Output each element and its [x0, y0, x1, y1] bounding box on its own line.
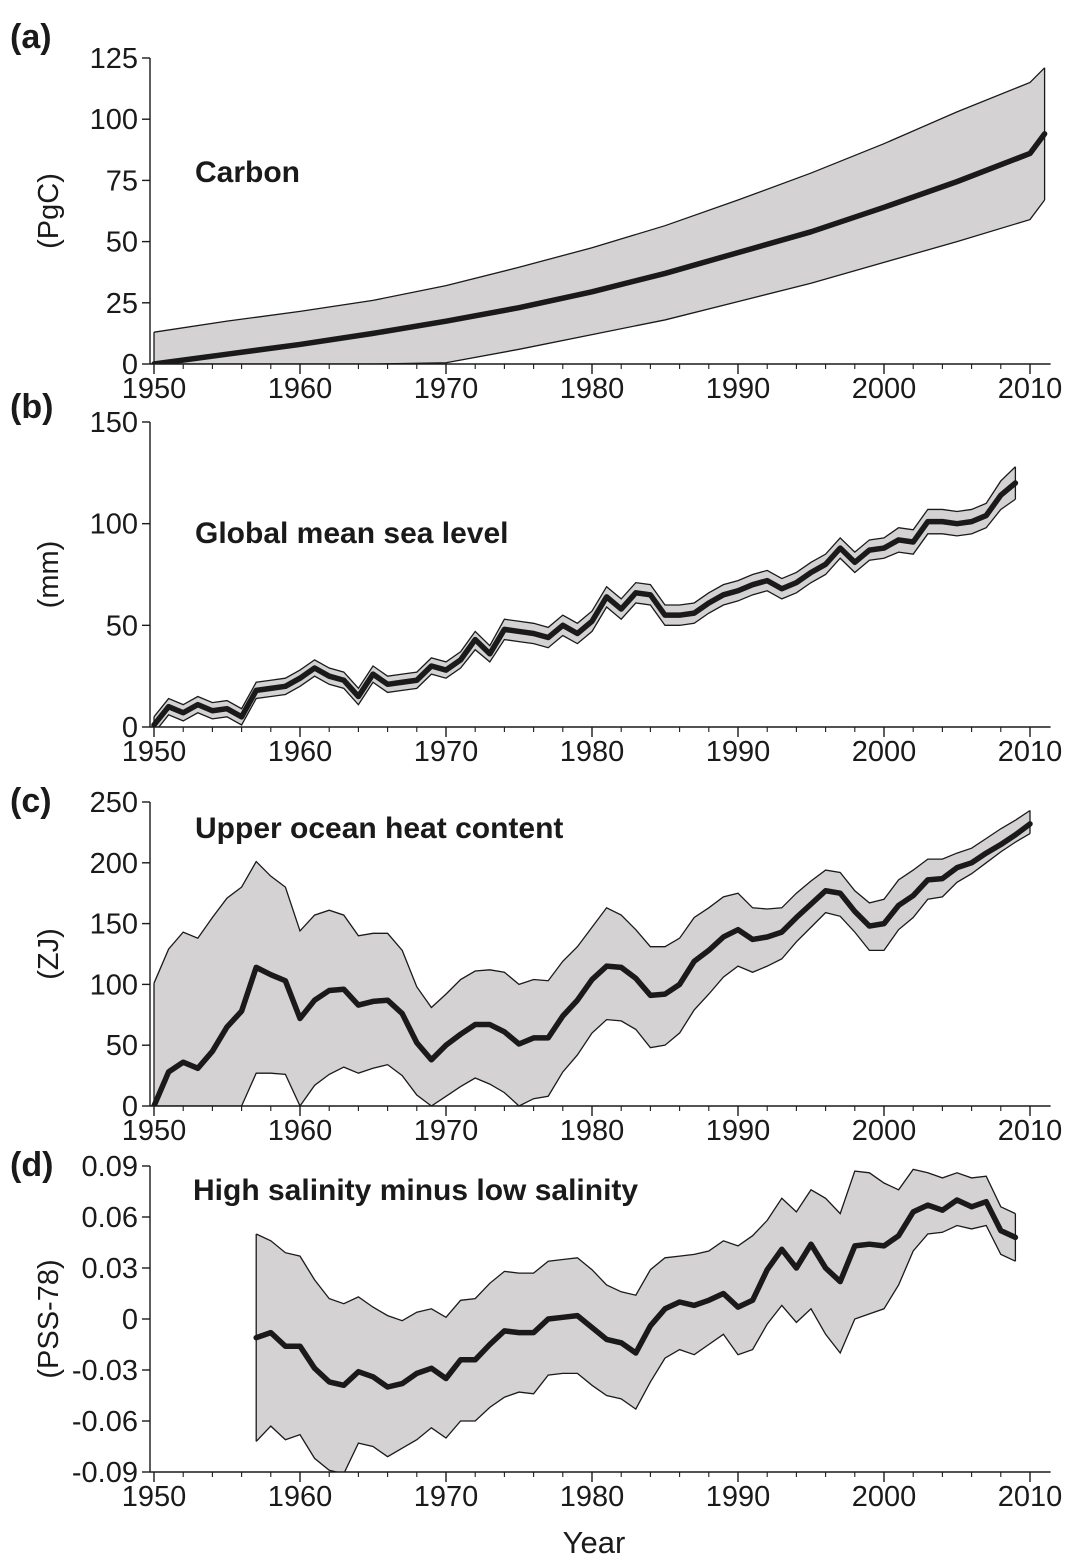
panel-letter: (b)	[10, 388, 53, 426]
panel-title: Carbon	[195, 156, 300, 189]
x-tick-label: 2010	[998, 373, 1063, 405]
y-tick-label: 100	[90, 509, 138, 541]
y-tick-label: 0.06	[82, 1202, 138, 1234]
uncertainty-band	[154, 810, 1030, 1106]
y-tick-label: 150	[90, 407, 138, 439]
x-tick-label: 1960	[268, 1481, 333, 1513]
y-tick-label: 150	[90, 909, 138, 941]
panel-b: 0 50 100 150 1950 1960 1970 1980 1990 2000 2010 (b)…	[10, 388, 1062, 768]
x-tick-label: 1990	[706, 1481, 771, 1513]
panel-letter: (a)	[10, 18, 52, 56]
series-line	[151, 821, 1033, 1106]
x-tick-label: 1960	[268, 736, 333, 768]
x-tick-label: 1970	[414, 736, 479, 768]
x-tick-label: 1980	[560, 1115, 625, 1147]
panel-title: Global mean sea level	[195, 517, 509, 550]
x-tick-label: 2010	[998, 1115, 1063, 1147]
x-tick-label: 2010	[998, 1481, 1063, 1513]
x-tick-label: 1960	[268, 373, 333, 405]
y-tick-label: 200	[90, 848, 138, 880]
band-upper-edge	[255, 1168, 1016, 1322]
series-line	[151, 480, 1019, 727]
x-tick-label: 2000	[852, 736, 917, 768]
uncertainty-band	[154, 466, 1016, 727]
x-tick-label: 1950	[122, 1115, 187, 1147]
x-tick-label: 1950	[122, 736, 187, 768]
panel-d: -0.09 -0.06 -0.03 0 0.03 0.06 0.09 1950 1960 1970…	[10, 1146, 1062, 1513]
x-tick-label: 1970	[414, 1481, 479, 1513]
panel-letter: (c)	[10, 782, 52, 820]
y-tick-label: 0	[122, 1091, 138, 1123]
band-upper-edge	[153, 67, 1046, 333]
y-tick-label: 75	[106, 165, 138, 197]
x-tick-label: 1950	[122, 1481, 187, 1513]
y-axis-title: (ZJ)	[33, 928, 65, 980]
x-tick-label: 2000	[852, 1115, 917, 1147]
band-upper-edge	[153, 466, 1016, 718]
x-tick-label: 1980	[560, 373, 625, 405]
band-lower-edge	[158, 498, 1016, 727]
x-tick-label: 1990	[706, 736, 771, 768]
y-tick-label: 50	[106, 1030, 138, 1062]
y-tick-label: 100	[90, 104, 138, 136]
x-axis-title: Year	[563, 1525, 626, 1560]
x-tick-label: 1990	[706, 373, 771, 405]
x-tick-label: 1990	[706, 1115, 771, 1147]
y-axis-title: (PSS-78)	[33, 1259, 65, 1378]
panel-title: Upper ocean heat content	[195, 812, 563, 845]
y-tick-label: 0.09	[82, 1151, 138, 1183]
series-line	[253, 1197, 1019, 1390]
y-tick-label: 100	[90, 969, 138, 1001]
panel-a: 0 25 50 75 100 125 1950 1960 1970 1980 1990 2000 201…	[10, 18, 1062, 405]
y-tick-label: 25	[106, 288, 138, 320]
band-upper-edge	[153, 809, 1031, 1009]
y-tick-label: -0.09	[72, 1457, 138, 1489]
y-axis-title: (mm)	[33, 541, 65, 609]
y-tick-label: 125	[90, 43, 138, 75]
x-tick-label: 1980	[560, 1481, 625, 1513]
x-tick-label: 2000	[852, 373, 917, 405]
band-lower-edge	[255, 1224, 1016, 1472]
y-tick-label: 0	[122, 349, 138, 381]
y-tick-label: 50	[106, 610, 138, 642]
y-tick-label: -0.03	[72, 1355, 138, 1387]
series-line	[151, 131, 1048, 364]
uncertainty-band	[256, 1169, 1016, 1472]
panel-c: 0 50 100 150 200 250 1950 1960 1970 1980 1990 2000 2…	[10, 782, 1062, 1147]
y-tick-label: 0	[122, 1304, 138, 1336]
y-tick-label: 50	[106, 227, 138, 259]
band-lower-edge	[154, 833, 1031, 1106]
band-lower-edge	[154, 199, 1046, 364]
uncertainty-band	[154, 67, 1045, 364]
x-tick-label: 1970	[414, 373, 479, 405]
panel-letter: (d)	[10, 1146, 53, 1184]
x-tick-label: 1960	[268, 1115, 333, 1147]
panel-title: High salinity minus low salinity	[193, 1174, 638, 1207]
x-tick-label: 1950	[122, 373, 187, 405]
y-tick-label: 250	[90, 787, 138, 819]
x-tick-label: 1970	[414, 1115, 479, 1147]
y-tick-label: 0	[122, 712, 138, 744]
x-tick-label: 1980	[560, 736, 625, 768]
y-axis-title: (PgC)	[33, 173, 65, 249]
y-tick-label: 0.03	[82, 1253, 138, 1285]
x-tick-label: 2000	[852, 1481, 917, 1513]
y-tick-label: -0.06	[72, 1406, 138, 1438]
x-tick-label: 2010	[998, 736, 1063, 768]
